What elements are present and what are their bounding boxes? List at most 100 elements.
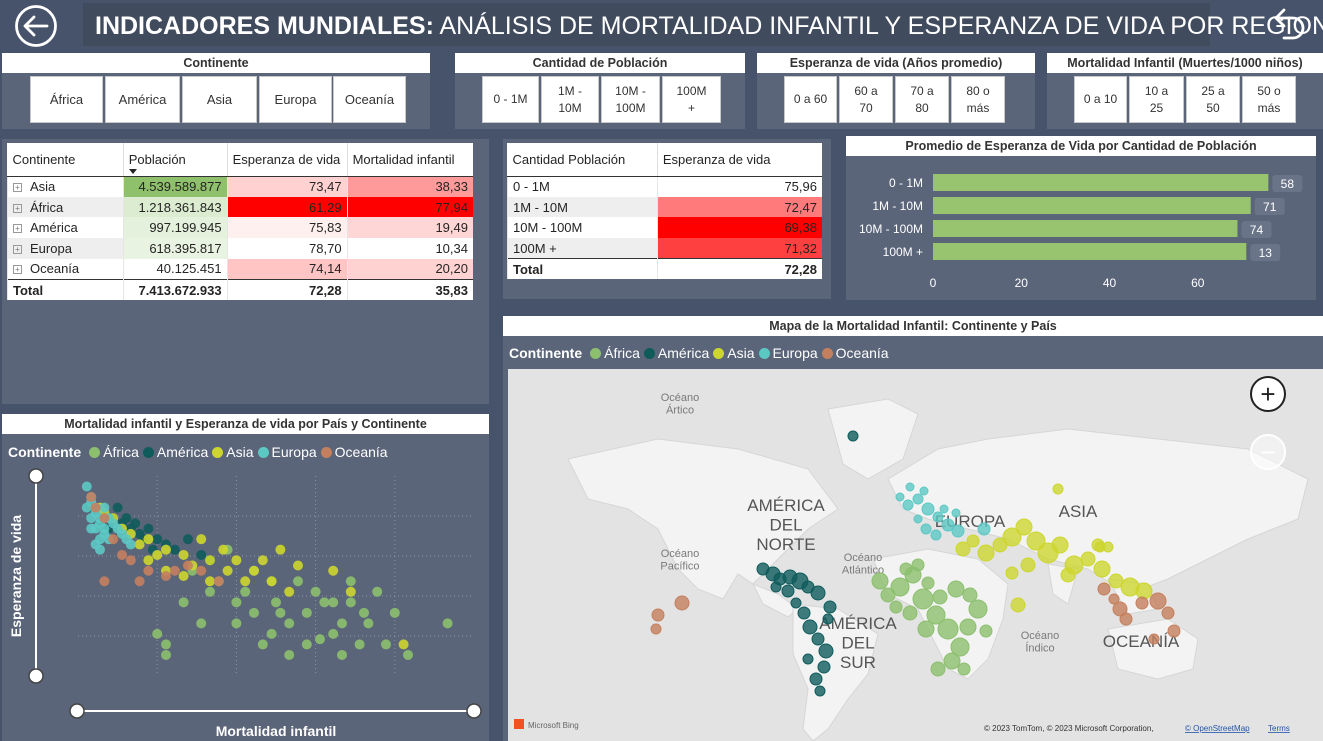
scatter-point[interactable] (231, 597, 242, 608)
scatter-point[interactable] (354, 639, 365, 650)
map-bubble[interactable] (651, 608, 665, 622)
map-bubble[interactable] (966, 534, 980, 548)
slicer-option-10m-100m[interactable]: 10M - 100M (601, 76, 660, 123)
bar[interactable] (933, 197, 1251, 214)
scatter-point[interactable] (99, 502, 110, 513)
slicer-option-50-mas[interactable]: 50 o más (1242, 76, 1296, 123)
scatter-point[interactable] (275, 607, 286, 618)
map-bubble[interactable] (1052, 483, 1064, 495)
scatter-point[interactable] (178, 549, 189, 560)
scatter-point[interactable] (152, 534, 163, 545)
slicer-option-10-25[interactable]: 10 a 25 (1129, 76, 1184, 123)
scatter-point[interactable] (301, 607, 312, 618)
map-bubble[interactable] (962, 587, 978, 603)
scatter-point[interactable] (345, 576, 356, 587)
map-bubble[interactable] (890, 577, 910, 597)
map-bubble[interactable] (959, 618, 977, 636)
scatter-point[interactable] (143, 565, 154, 576)
map-bubble[interactable] (902, 499, 914, 511)
map-bubble[interactable] (790, 597, 802, 609)
table-row[interactable]: 100M + 71,32 (507, 238, 822, 259)
scatter-point[interactable] (161, 649, 171, 660)
map-bubble[interactable] (939, 504, 949, 514)
map-bubble[interactable] (802, 619, 818, 635)
map-bubble[interactable] (913, 514, 923, 524)
map-bubble[interactable] (968, 599, 988, 619)
map-bubble[interactable] (1015, 518, 1033, 536)
scatter-point[interactable] (161, 544, 171, 555)
scatter-point[interactable] (205, 576, 215, 587)
map-bubble[interactable] (1026, 531, 1046, 551)
map-bubble[interactable] (802, 653, 814, 665)
scatter-point[interactable] (284, 649, 295, 660)
scatter-point[interactable] (81, 502, 92, 513)
scatter-point[interactable] (117, 549, 127, 560)
legend-item-oceania[interactable]: Oceanía (320, 444, 388, 460)
undo-arrow-icon[interactable] (1266, 2, 1310, 46)
map-bubble[interactable] (1060, 567, 1076, 583)
scatter-point[interactable] (231, 555, 242, 566)
legend-item-oceania[interactable]: Oceanía (821, 345, 889, 361)
scatter-point[interactable] (161, 571, 171, 581)
bar[interactable] (933, 243, 1247, 260)
scatter-point[interactable] (99, 576, 110, 587)
slicer-option-america[interactable]: América (105, 76, 180, 123)
table-row[interactable]: 10M - 100M 69,38 (507, 217, 822, 239)
scatter-point[interactable] (310, 586, 321, 597)
scatter-point[interactable] (284, 618, 295, 629)
scatter-point[interactable] (315, 634, 325, 645)
scatter-point[interactable] (143, 534, 154, 545)
map-bubble[interactable] (917, 620, 935, 638)
map-bubble[interactable] (951, 524, 965, 538)
scatter-point[interactable] (152, 549, 163, 560)
map-bubble[interactable] (930, 661, 946, 677)
col-header-poblacion[interactable]: Población (122, 143, 228, 177)
bar[interactable] (933, 220, 1238, 237)
legend-item-america[interactable]: América (643, 345, 709, 361)
slicer-option-asia[interactable]: Asia (182, 76, 257, 123)
scatter-point[interactable] (442, 618, 453, 629)
slicer-option-0-60[interactable]: 0 a 60 (784, 76, 837, 123)
scatter-point[interactable] (196, 618, 207, 629)
map-bubble[interactable] (1097, 582, 1111, 596)
map-bubble[interactable] (979, 624, 993, 638)
map-bubble[interactable] (871, 572, 889, 590)
scatter-point[interactable] (196, 565, 207, 576)
map-bubble[interactable] (770, 581, 782, 593)
map-bubble[interactable] (822, 613, 834, 625)
terms-link[interactable]: Terms (1268, 724, 1290, 733)
scatter-point[interactable] (257, 555, 268, 566)
legend-item-europa[interactable]: Europa (758, 345, 818, 361)
map-bubble[interactable] (823, 600, 837, 614)
scatter-point[interactable] (266, 628, 277, 639)
map-bubble[interactable] (920, 523, 932, 535)
table-row[interactable]: + África 1.218.361.843 61,29 77,94 (7, 196, 473, 218)
map-bubble[interactable] (912, 588, 934, 610)
scatter-point[interactable] (196, 534, 207, 545)
legend-item-africa[interactable]: África (590, 345, 640, 361)
scatter-point[interactable] (169, 544, 180, 555)
scatter-point[interactable] (121, 513, 132, 524)
scatter-point[interactable] (231, 618, 242, 629)
map-bubble[interactable] (902, 605, 918, 621)
slicer-option-25-50[interactable]: 25 a 50 (1186, 76, 1240, 123)
map-bubble[interactable] (1108, 593, 1120, 605)
map-bubble[interactable] (919, 486, 929, 496)
map-bubble[interactable] (1002, 527, 1022, 547)
scatter-point[interactable] (134, 539, 145, 550)
scatter-point[interactable] (240, 586, 251, 597)
scatter-point[interactable] (363, 618, 374, 629)
expand-icon[interactable]: + (13, 244, 22, 254)
scatter-point[interactable] (169, 565, 180, 576)
slicer-option-0-1m[interactable]: 0 - 1M (482, 76, 539, 123)
scatter-point[interactable] (205, 586, 215, 597)
map-bubble[interactable] (932, 511, 944, 523)
scatter-point[interactable] (249, 565, 259, 576)
map-bubble[interactable] (1135, 596, 1149, 610)
map-bubble[interactable] (797, 606, 811, 620)
scatter-point[interactable] (240, 576, 251, 587)
slicer-option-oceania[interactable]: Oceanía (333, 76, 406, 123)
x-zoom-slider-handle-right[interactable] (466, 703, 482, 719)
col-header-esperanza[interactable]: Esperanza de vida (656, 143, 822, 177)
map-bubble[interactable] (1010, 597, 1026, 613)
